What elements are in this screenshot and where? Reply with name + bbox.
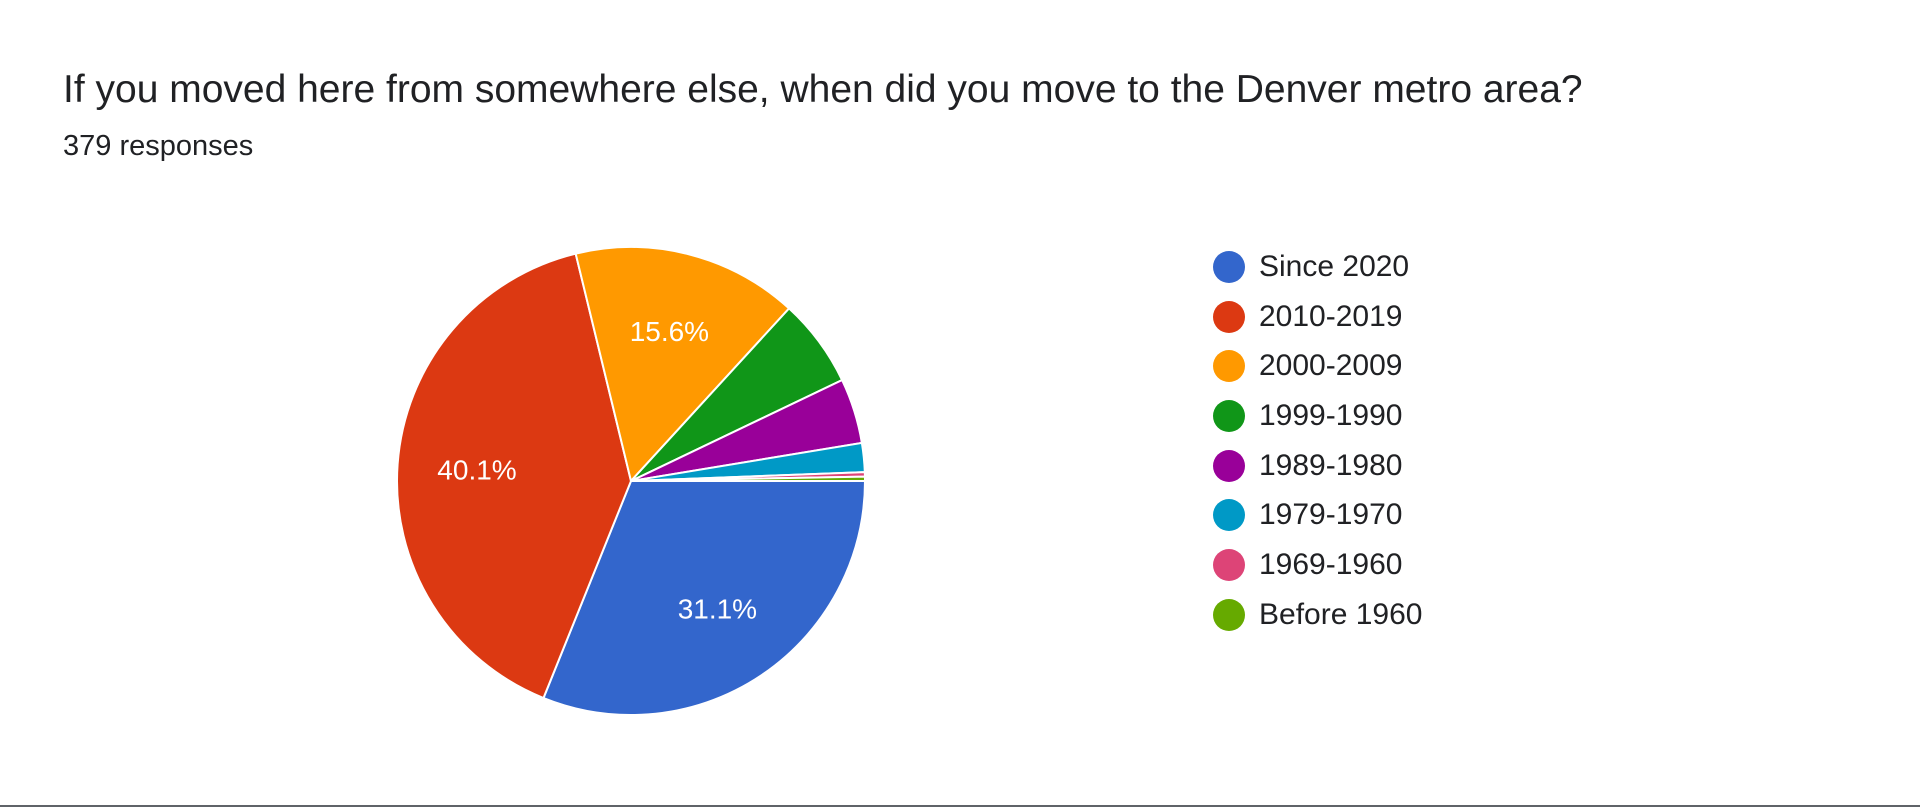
chart-title: If you moved here from somewhere else, w… bbox=[63, 68, 1583, 111]
pie-slices bbox=[396, 246, 867, 716]
pie-slice-2010-2019[interactable] bbox=[396, 252, 633, 700]
legend-item-1969-1960[interactable]: 1969-1960 bbox=[1213, 540, 1422, 590]
pie-slice-label-2000-2009: 15.6% bbox=[630, 316, 709, 347]
legend-item-2010-2019[interactable]: 2010-2019 bbox=[1213, 292, 1422, 342]
legend-swatch-1989-1980 bbox=[1213, 449, 1245, 482]
pie-slice-label-2010-2019: 40.1% bbox=[437, 454, 516, 485]
pie-slice-label-since-2020: 31.1% bbox=[678, 594, 757, 625]
legend-swatch-1979-1970 bbox=[1213, 499, 1245, 532]
legend-item-1979-1970[interactable]: 1979-1970 bbox=[1213, 490, 1422, 540]
legend-label-1979-1970: 1979-1970 bbox=[1259, 498, 1403, 532]
pie-slice-before-1960[interactable] bbox=[630, 475, 867, 482]
chart-legend: Since 2020 2010-2019 2000-2009 1999-1990 198… bbox=[1213, 242, 1422, 640]
legend-label-since-2020: Since 2020 bbox=[1259, 249, 1410, 283]
legend-label-2000-2009: 2000-2009 bbox=[1259, 349, 1403, 383]
legend-swatch-before-1960 bbox=[1213, 598, 1245, 631]
legend-label-before-1960: Before 1960 bbox=[1259, 597, 1423, 631]
pie-slice-since-2020[interactable] bbox=[542, 480, 867, 716]
legend-swatch-1999-1990 bbox=[1213, 399, 1245, 432]
legend-label-1999-1990: 1999-1990 bbox=[1259, 398, 1403, 432]
response-count: 379 responses bbox=[63, 130, 254, 162]
legend-item-1999-1990[interactable]: 1999-1990 bbox=[1213, 391, 1422, 441]
legend-item-1989-1980[interactable]: 1989-1980 bbox=[1213, 441, 1422, 491]
legend-swatch-2000-2009 bbox=[1213, 350, 1245, 383]
legend-swatch-since-2020 bbox=[1213, 250, 1245, 283]
pie-slice-2000-2009[interactable] bbox=[574, 246, 791, 484]
legend-item-2000-2009[interactable]: 2000-2009 bbox=[1213, 341, 1422, 391]
legend-item-since-2020[interactable]: Since 2020 bbox=[1213, 242, 1422, 292]
legend-label-1969-1960: 1969-1960 bbox=[1259, 547, 1403, 581]
legend-swatch-2010-2019 bbox=[1213, 300, 1245, 333]
legend-swatch-1969-1960 bbox=[1213, 548, 1245, 581]
legend-label-2010-2019: 2010-2019 bbox=[1259, 299, 1403, 333]
legend-item-before-1960[interactable]: Before 1960 bbox=[1213, 590, 1422, 640]
legend-label-1989-1980: 1989-1980 bbox=[1259, 448, 1403, 482]
pie-slice-labels: 31.1% 40.1% 15.6% bbox=[437, 316, 757, 625]
